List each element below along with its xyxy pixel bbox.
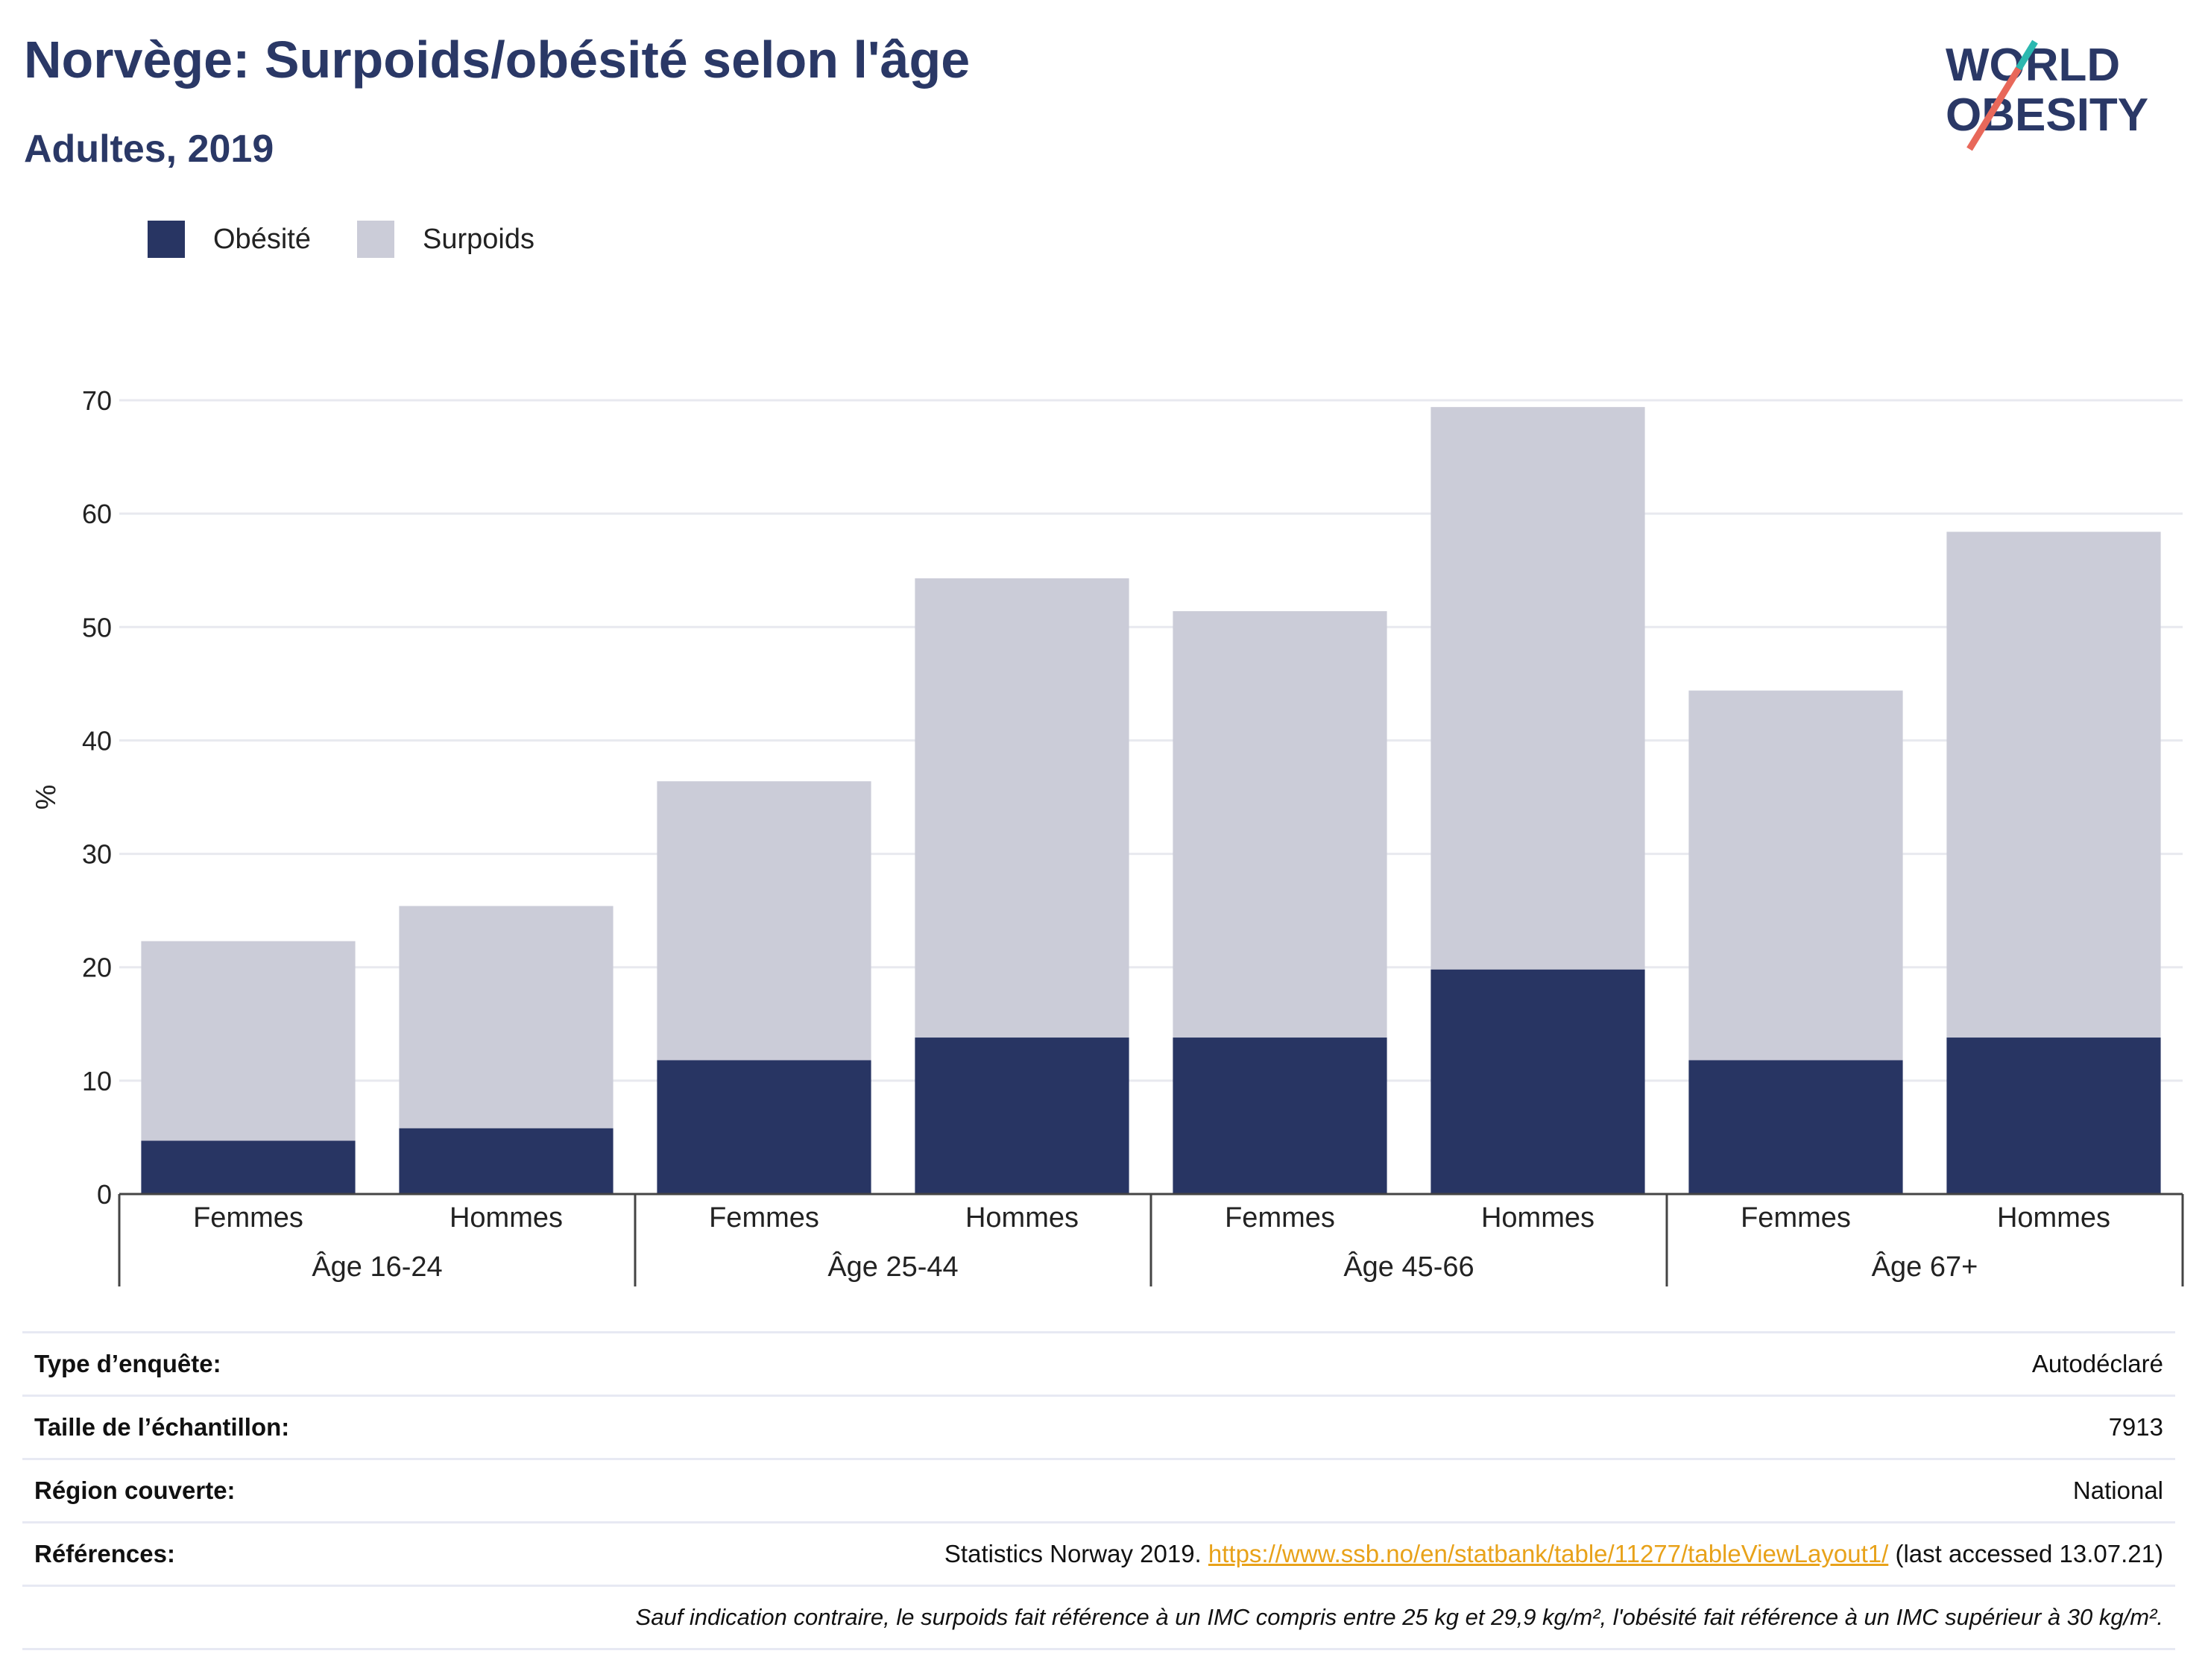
reference-link[interactable]: https://www.ssb.no/en/statbank/table/112… bbox=[1208, 1540, 1889, 1567]
bar-chart: 0 10 20 30 40 50 60 70% Femmes Hommes Femmes Hommes… bbox=[31, 385, 2184, 1286]
bar-overweight bbox=[1688, 690, 1903, 1061]
x-category-label: Hommes bbox=[1997, 1202, 2110, 1234]
info-row-region: Région couverte: National bbox=[22, 1458, 2175, 1521]
x-group-label: Âge 25-44 bbox=[827, 1251, 958, 1283]
reference-prefix: Statistics Norway 2019. bbox=[944, 1540, 1208, 1567]
bar-overweight bbox=[1173, 610, 1387, 1038]
y-axis-label: % bbox=[31, 785, 62, 810]
reference-suffix: (last accessed 13.07.21) bbox=[1888, 1540, 2163, 1567]
y-tick-label: 50 bbox=[82, 612, 112, 642]
chart-legend: Obésité Surpoids bbox=[148, 221, 581, 258]
info-value: Statistics Norway 2019. https://www.ssb.… bbox=[944, 1540, 2163, 1568]
page-subtitle: Adultes, 2019 bbox=[24, 127, 274, 171]
bar-overweight bbox=[141, 941, 356, 1141]
x-category-label: Hommes bbox=[965, 1202, 1079, 1234]
logo-slash-red bbox=[1966, 66, 2022, 151]
x-group-label: Âge 67+ bbox=[1872, 1251, 1978, 1283]
bar-obesity bbox=[1430, 969, 1645, 1194]
info-label: Type d’enquête: bbox=[34, 1350, 221, 1377]
info-value: National bbox=[2072, 1477, 2163, 1504]
info-value: 7913 bbox=[2108, 1413, 2163, 1441]
legend-label-obesity: Obésité bbox=[213, 223, 311, 255]
legend-label-overweight: Surpoids bbox=[422, 223, 534, 255]
info-row-survey-type: Type d’enquête: Autodéclaré bbox=[22, 1331, 2175, 1395]
bar-overweight bbox=[915, 578, 1129, 1038]
x-category-label: Femmes bbox=[709, 1202, 819, 1234]
y-tick-label: 0 bbox=[97, 1179, 112, 1210]
info-row-sample-size: Taille de l’échantillon: 7913 bbox=[22, 1395, 2175, 1458]
bar-overweight bbox=[1946, 531, 2161, 1038]
bar-obesity bbox=[1173, 1038, 1387, 1194]
y-tick-label: 20 bbox=[82, 953, 112, 983]
y-tick-label: 70 bbox=[82, 385, 112, 416]
x-category-label: Femmes bbox=[1225, 1202, 1335, 1234]
legend-item-obesity[interactable]: Obésité bbox=[148, 221, 311, 258]
y-tick-label: 60 bbox=[82, 499, 112, 529]
y-tick-label: 40 bbox=[82, 725, 112, 756]
info-value: Autodéclaré bbox=[2031, 1350, 2163, 1377]
x-group-label: Âge 16-24 bbox=[312, 1251, 442, 1283]
bar-obesity bbox=[1946, 1038, 2161, 1194]
x-group-label: Âge 45-66 bbox=[1343, 1251, 1474, 1283]
info-label: Taille de l’échantillon: bbox=[34, 1413, 290, 1441]
bar-obesity bbox=[657, 1060, 871, 1194]
info-label: Références: bbox=[34, 1540, 175, 1567]
x-category-label: Hommes bbox=[1481, 1202, 1594, 1234]
bar-overweight bbox=[657, 781, 871, 1061]
info-row-references: Références: Statistics Norway 2019. http… bbox=[22, 1521, 2175, 1585]
logo-slash-teal bbox=[2016, 40, 2038, 71]
bar-obesity bbox=[141, 1140, 356, 1194]
bar-obesity bbox=[915, 1038, 1129, 1194]
x-category-label: Femmes bbox=[1741, 1202, 1851, 1234]
bar-overweight bbox=[399, 906, 613, 1128]
world-obesity-logo: WORLD OBESITY bbox=[1946, 40, 2148, 151]
y-tick-label: 30 bbox=[82, 839, 112, 870]
x-category-label: Femmes bbox=[193, 1202, 303, 1234]
bar-overweight bbox=[1430, 407, 1645, 970]
info-table: Type d’enquête: Autodéclaré Taille de l’… bbox=[22, 1331, 2175, 1650]
page-title: Norvège: Surpoids/obésité selon l'âge bbox=[24, 31, 971, 89]
bar-obesity bbox=[1688, 1060, 1903, 1194]
y-tick-label: 10 bbox=[82, 1066, 112, 1096]
legend-swatch-obesity bbox=[148, 221, 185, 258]
info-label: Région couverte: bbox=[34, 1477, 236, 1504]
bar-obesity bbox=[399, 1128, 613, 1194]
x-category-label: Hommes bbox=[449, 1202, 563, 1234]
footnote: Sauf indication contraire, le surpoids f… bbox=[22, 1585, 2175, 1650]
legend-swatch-overweight bbox=[356, 221, 394, 258]
legend-item-overweight[interactable]: Surpoids bbox=[356, 221, 534, 258]
